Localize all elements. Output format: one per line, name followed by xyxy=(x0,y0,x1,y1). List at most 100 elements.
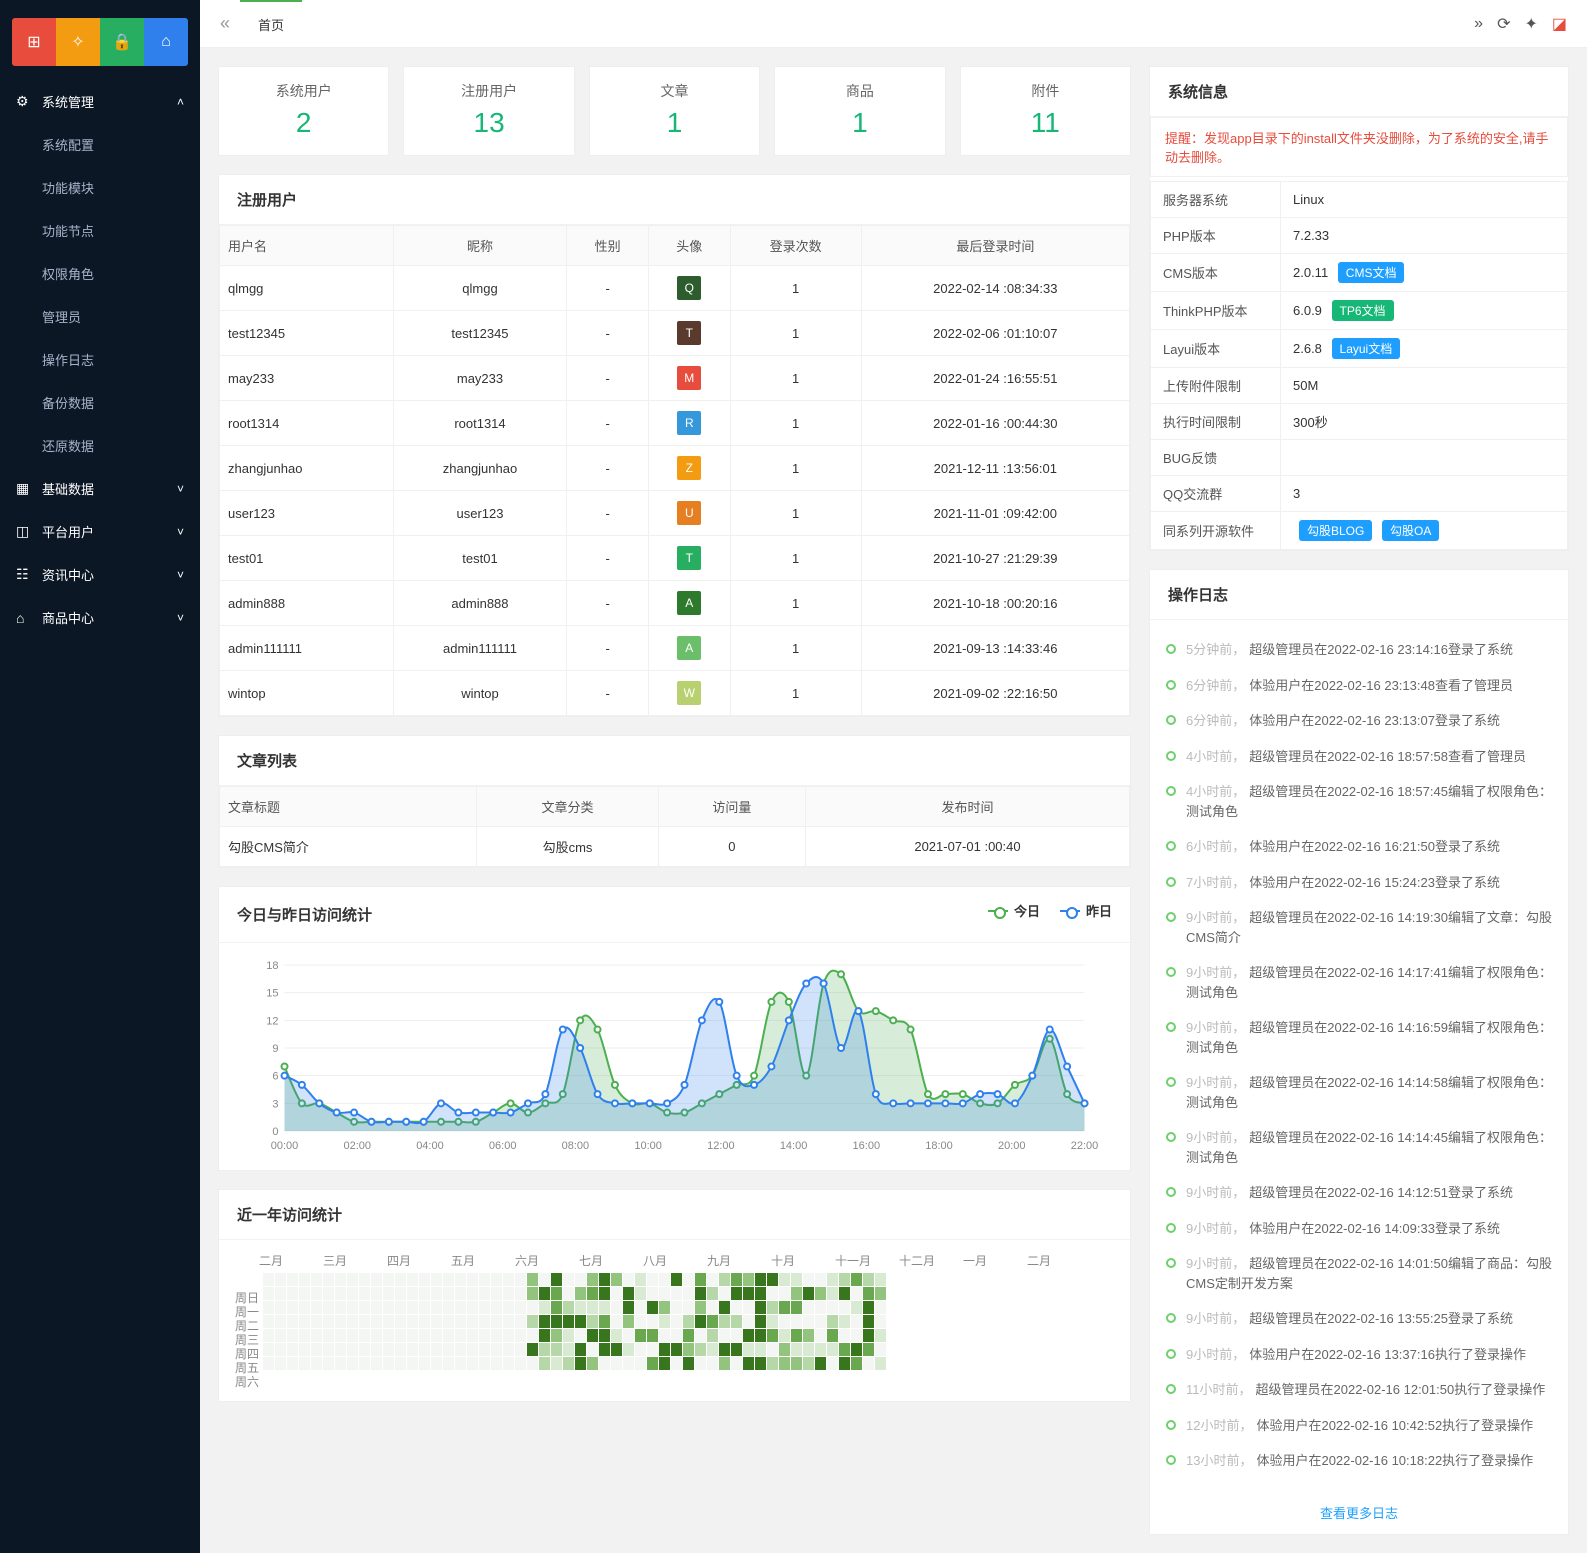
heatmap-cell xyxy=(383,1301,394,1314)
quicklaunch-item[interactable]: 🔒 xyxy=(100,18,144,66)
heatmap-cell xyxy=(659,1287,670,1300)
heatmap-cell xyxy=(623,1301,634,1314)
menu-section[interactable]: ▦基础数据˅ xyxy=(0,467,200,510)
heatmap-cell xyxy=(575,1329,586,1342)
sysinfo-key: 上传附件限制 xyxy=(1151,368,1281,404)
stat-card: 商品1 xyxy=(774,66,945,156)
heatmap-cell xyxy=(455,1343,466,1356)
tab-home[interactable]: 首页 xyxy=(240,0,302,47)
heatmap-cell xyxy=(875,1315,886,1328)
avatar: R xyxy=(677,411,701,435)
doc-badge[interactable]: CMS文档 xyxy=(1338,262,1405,283)
heatmap-cell xyxy=(611,1273,622,1286)
quicklaunch-item[interactable]: ✧ xyxy=(56,18,100,66)
cell-last: 2022-02-06 :01:10:07 xyxy=(861,311,1129,356)
heatmap-cell xyxy=(551,1343,562,1356)
quicklaunch-item[interactable]: ⊞ xyxy=(12,18,56,66)
heatmap-cell xyxy=(635,1273,646,1286)
submenu-item[interactable]: 备份数据 xyxy=(0,381,200,424)
menu-section[interactable]: ⚙系统管理˄ xyxy=(0,80,200,123)
heatmap-cell xyxy=(359,1329,370,1342)
cell-logins: 1 xyxy=(730,446,861,491)
heatmap-cell xyxy=(287,1315,298,1328)
heatmap-cell xyxy=(623,1343,634,1356)
quicklaunch-item[interactable]: ⌂ xyxy=(144,18,188,66)
log-time: 12小时前， xyxy=(1186,1418,1252,1433)
heatmap-cell xyxy=(527,1273,538,1286)
heatmap-month: 一月 xyxy=(963,1252,1027,1269)
doc-badge[interactable]: TP6文档 xyxy=(1332,300,1394,321)
cell-nick: zhangjunhao xyxy=(393,446,567,491)
heatmap-cell xyxy=(455,1287,466,1300)
heatmap-cell xyxy=(647,1287,658,1300)
doc-badge[interactable]: 勾股BLOG xyxy=(1299,520,1372,541)
log-item: 9小时前，超级管理员在2022-02-16 14:16:59编辑了权限角色：测试… xyxy=(1166,1010,1552,1065)
heatmap-cell xyxy=(563,1287,574,1300)
svg-text:9: 9 xyxy=(272,1043,278,1055)
menu-label: 商品中心 xyxy=(42,608,94,627)
menu-section[interactable]: ⌂商品中心˅ xyxy=(0,596,200,639)
submenu-item[interactable]: 系统配置 xyxy=(0,123,200,166)
table-header: 文章标题 xyxy=(220,787,477,827)
heatmap-cell xyxy=(551,1273,562,1286)
legend-item[interactable]: 昨日 xyxy=(1060,901,1112,920)
heatmap-cell xyxy=(611,1343,622,1356)
oplog-list: 5分钟前，超级管理员在2022-02-16 23:14:16登录了系统6分钟前，… xyxy=(1166,632,1552,1479)
doc-badge[interactable]: Layui文档 xyxy=(1332,338,1401,359)
fullscreen-icon[interactable]: ◪ xyxy=(1552,14,1567,34)
heatmap-cell xyxy=(839,1357,850,1370)
heatmap-cell xyxy=(503,1329,514,1342)
heatmap-cell xyxy=(779,1329,790,1342)
cell-nick: wintop xyxy=(393,671,567,716)
heatmap-cell xyxy=(323,1287,334,1300)
cell-last: 2021-11-01 :09:42:00 xyxy=(861,491,1129,536)
sidebar-collapse-icon[interactable]: « xyxy=(210,13,240,34)
heatmap-cell xyxy=(563,1329,574,1342)
sysinfo-val: 勾股BLOG 勾股OA xyxy=(1281,512,1568,550)
heatmap-cell xyxy=(623,1287,634,1300)
submenu-item[interactable]: 权限角色 xyxy=(0,252,200,295)
menu-section[interactable]: ◫平台用户˅ xyxy=(0,510,200,553)
heatmap-cell xyxy=(683,1329,694,1342)
heatmap-cell xyxy=(839,1273,850,1286)
heatmap-cell xyxy=(851,1273,862,1286)
heatmap-cell xyxy=(407,1301,418,1314)
submenu-item[interactable]: 功能节点 xyxy=(0,209,200,252)
legend-item[interactable]: 今日 xyxy=(988,901,1040,920)
heatmap-cell xyxy=(599,1357,610,1370)
heatmap-cell xyxy=(323,1301,334,1314)
heatmap-cell xyxy=(347,1357,358,1370)
heatmap-cell xyxy=(491,1273,502,1286)
oplog-more-link[interactable]: 查看更多日志 xyxy=(1150,1491,1568,1534)
menu-section[interactable]: ☷资讯中心˅ xyxy=(0,553,200,596)
heatmap-cell xyxy=(335,1357,346,1370)
stat-label: 附件 xyxy=(961,81,1130,101)
heatmap-cell xyxy=(803,1343,814,1356)
submenu-item[interactable]: 功能模块 xyxy=(0,166,200,209)
avatar: A xyxy=(677,591,701,615)
heatmap-cell xyxy=(659,1315,670,1328)
doc-badge[interactable]: 勾股OA xyxy=(1382,520,1439,541)
heatmap-cell xyxy=(791,1287,802,1300)
refresh-icon[interactable]: ⟳ xyxy=(1497,14,1510,34)
sysinfo-warning: 提醒：发现app目录下的install文件夹没删除，为了系统的安全,请手动去删除… xyxy=(1150,117,1568,177)
log-item: 12小时前，体验用户在2022-02-16 10:42:52执行了登录操作 xyxy=(1166,1408,1552,1444)
sysinfo-row: QQ交流群3 xyxy=(1151,476,1568,512)
submenu-item[interactable]: 管理员 xyxy=(0,295,200,338)
heatmap-cell xyxy=(863,1273,874,1286)
oplog-title: 操作日志 xyxy=(1150,570,1568,620)
heatmap-cell xyxy=(851,1357,862,1370)
log-msg: 超级管理员在2022-02-16 12:01:50执行了登录操作 xyxy=(1256,1382,1546,1397)
cell-user: admin888 xyxy=(220,581,394,626)
heatmap-cell xyxy=(323,1329,334,1342)
clear-icon[interactable]: ✦ xyxy=(1524,14,1537,34)
submenu-item[interactable]: 操作日志 xyxy=(0,338,200,381)
heatmap-cell xyxy=(623,1273,634,1286)
heatmap-cell xyxy=(275,1301,286,1314)
heatmap-cell xyxy=(827,1329,838,1342)
tabs-more-icon[interactable]: » xyxy=(1474,15,1483,33)
heatmap-cell xyxy=(575,1357,586,1370)
submenu-item[interactable]: 还原数据 xyxy=(0,424,200,467)
heatmap-month: 二月 xyxy=(1027,1252,1091,1269)
heatmap-cell xyxy=(527,1357,538,1370)
